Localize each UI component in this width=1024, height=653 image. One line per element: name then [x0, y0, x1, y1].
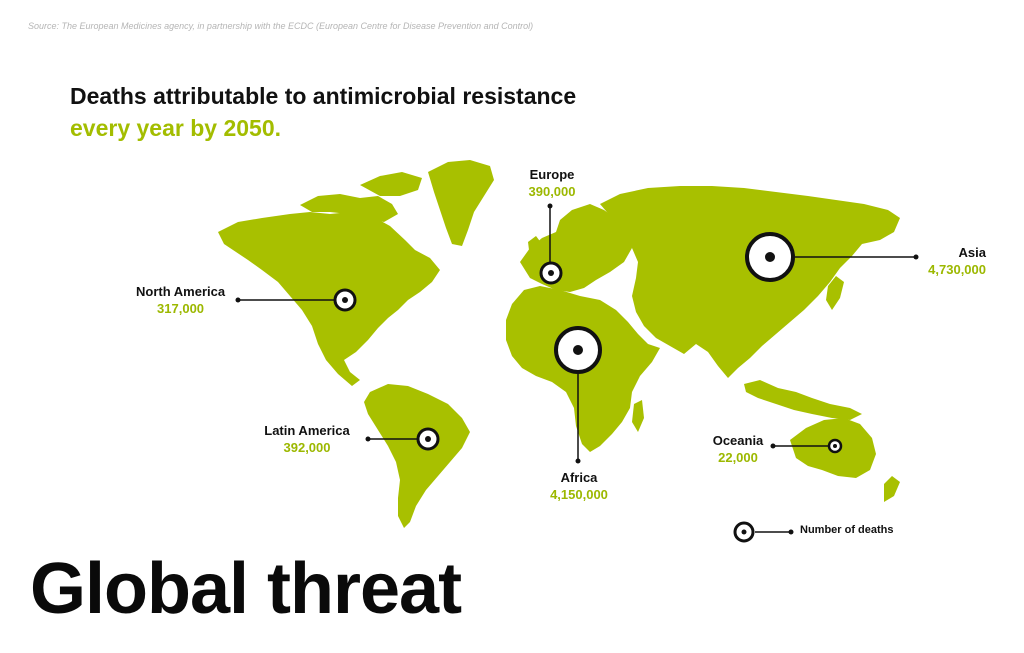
leader-dot-latin-america	[365, 436, 371, 442]
region-name: Africa	[560, 470, 598, 485]
chart-subtitle: every year by 2050.	[70, 115, 282, 141]
leader-dot-africa	[575, 458, 581, 464]
landmass-south-america	[364, 384, 470, 528]
landmass-greenland	[428, 160, 494, 246]
label-africa: Africa 4,150,000	[545, 469, 613, 503]
chart-title: Deaths attributable to antimicrobial res…	[70, 83, 577, 109]
landmass-arctic-islands	[360, 172, 422, 196]
region-value: 392,000	[283, 440, 331, 455]
label-europe: Europe 390,000	[524, 166, 580, 200]
region-name: Europe	[529, 167, 575, 182]
region-name: Asia	[958, 245, 986, 260]
region-value: 317,000	[157, 301, 205, 316]
source-note: Source: The European Medicines agency, i…	[28, 21, 534, 31]
landmass-southeast-asia-islands	[744, 380, 862, 420]
headline: Global threat	[30, 549, 462, 629]
landmass-north-america	[218, 212, 440, 386]
region-value: 4,730,000	[928, 262, 986, 277]
landmass-asia	[600, 186, 900, 378]
region-value: 4,150,000	[550, 487, 608, 502]
markers	[235, 203, 919, 543]
landmass-new-zealand	[884, 476, 900, 502]
region-name: Oceania	[712, 433, 764, 448]
region-value: 390,000	[528, 184, 576, 199]
label-latin-america: Latin America 392,000	[259, 422, 355, 456]
landmass-madagascar	[632, 400, 644, 432]
landmass-canada-islands	[300, 194, 398, 222]
legend-label: Number of deaths	[800, 524, 894, 536]
leader-dot-asia	[913, 254, 919, 260]
landmass-japan	[826, 276, 844, 310]
region-name: North America	[136, 284, 226, 299]
region-name: Latin America	[264, 423, 350, 438]
leader-dot-europe	[547, 203, 553, 209]
label-oceania: Oceania 22,000	[708, 432, 768, 466]
label-asia: Asia 4,730,000	[918, 244, 986, 278]
label-north-america: North America 317,000	[136, 283, 225, 317]
region-value: 22,000	[718, 450, 758, 465]
landmass-british-isles	[528, 236, 542, 258]
leader-dot-oceania	[770, 443, 776, 449]
leader-dot-north-america	[235, 297, 241, 303]
